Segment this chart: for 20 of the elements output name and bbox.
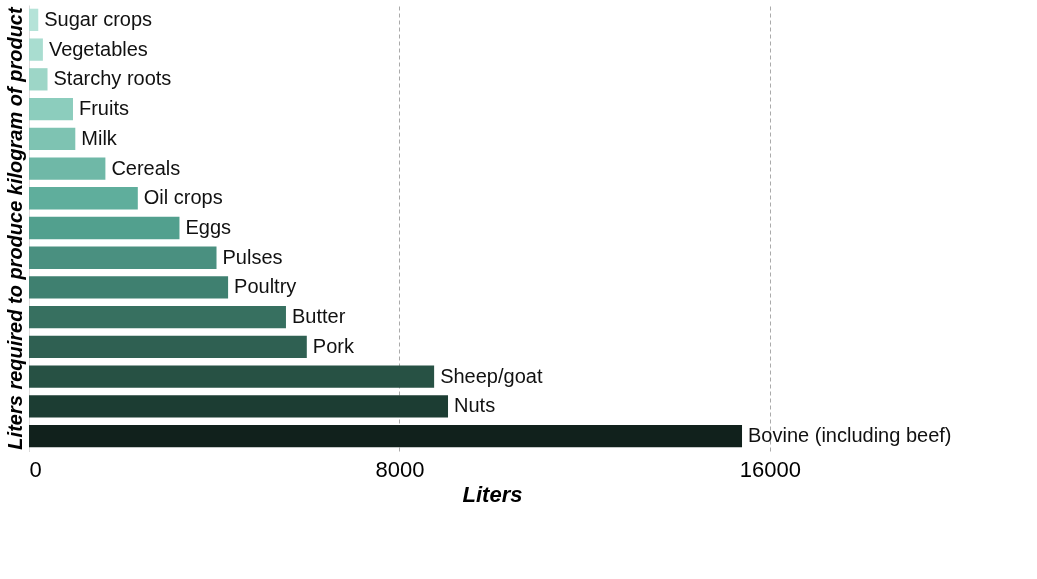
y-tick-label: Oil crops <box>143 186 223 209</box>
y-tick-label: Butter <box>291 305 346 328</box>
y-tick-label: Sugar crops <box>44 7 153 30</box>
y-tick-label: Eggs <box>185 216 232 238</box>
y-tick-label: Milk <box>81 126 118 149</box>
y-tick-label: Bovine (including beef) <box>748 424 952 447</box>
y-tick-label: Nuts <box>454 394 496 417</box>
y-tick-label: Poultry <box>234 275 297 298</box>
y-tick-label: Pork <box>312 334 355 357</box>
x-axis-title: Liters <box>462 481 523 507</box>
x-tick-label: 8000 <box>375 456 425 482</box>
x-tick-label: 0 <box>29 456 42 482</box>
y-tick-label: Fruits <box>78 97 129 120</box>
x-tick-label: 16000 <box>739 456 801 482</box>
y-tick-label: Pulses <box>222 245 283 268</box>
y-tick-label: Vegetables <box>48 37 148 60</box>
y-axis-title: Liters required to produce kilogram of product <box>3 6 26 450</box>
y-tick-label: Starchy roots <box>53 67 172 90</box>
y-tick-label: Sheep/goat <box>440 364 543 387</box>
y-tick-label: Cereals <box>111 156 181 179</box>
